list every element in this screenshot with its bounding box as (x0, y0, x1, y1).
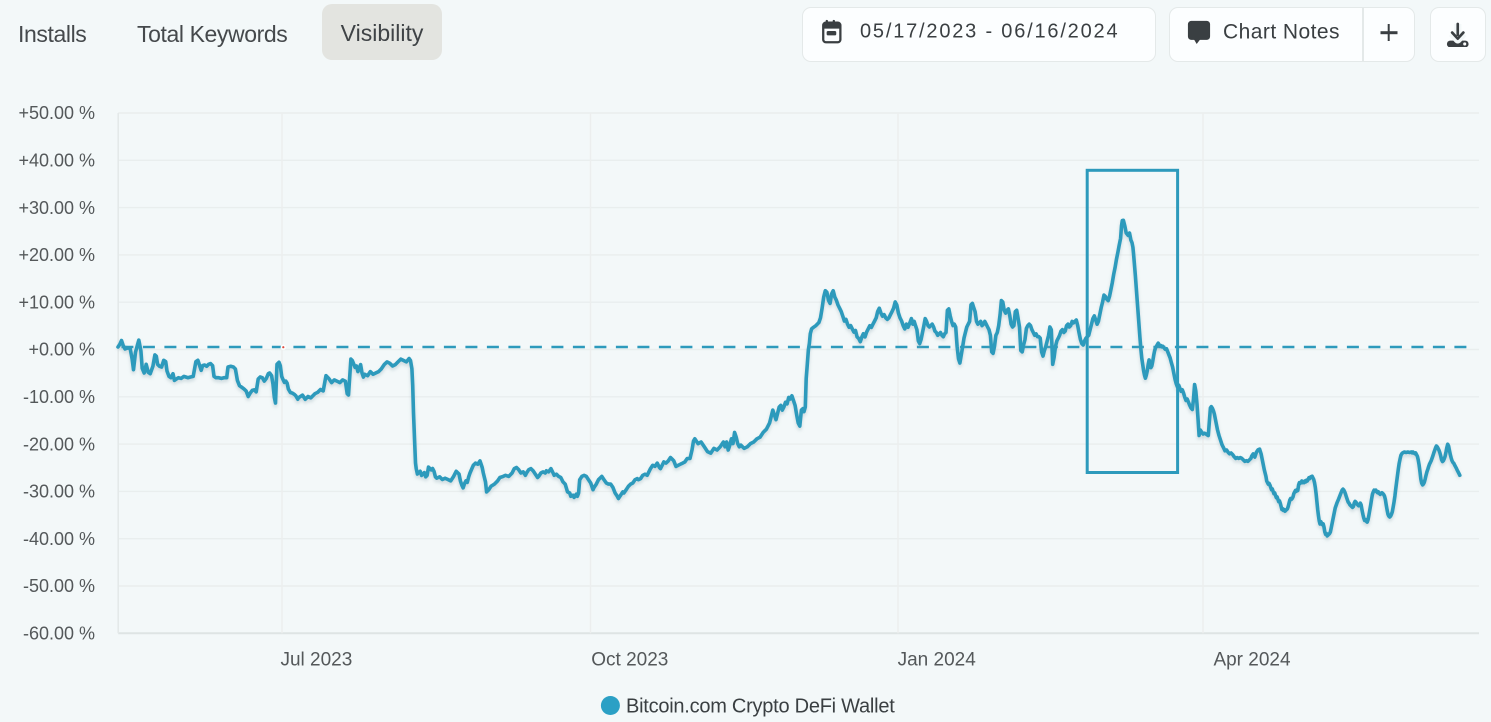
svg-text:+10.00 %: +10.00 % (18, 292, 95, 312)
svg-text:+30.00 %: +30.00 % (18, 198, 95, 218)
svg-text:-20.00 %: -20.00 % (23, 434, 95, 454)
svg-text:Jul 2023: Jul 2023 (280, 650, 352, 671)
svg-text:Oct 2023: Oct 2023 (591, 650, 668, 671)
svg-text:Bitcoin.com Crypto DeFi Wallet: Bitcoin.com Crypto DeFi Wallet (626, 696, 895, 718)
svg-text:Jan 2024: Jan 2024 (898, 650, 977, 671)
svg-text:-60.00 %: -60.00 % (23, 624, 95, 644)
svg-text:-50.00 %: -50.00 % (23, 576, 95, 596)
svg-text:+20.00 %: +20.00 % (18, 245, 95, 265)
svg-text:-10.00 %: -10.00 % (23, 387, 95, 407)
svg-text:+0.00 %: +0.00 % (28, 340, 95, 360)
svg-text:-30.00 %: -30.00 % (23, 482, 95, 502)
svg-text:-40.00 %: -40.00 % (23, 529, 95, 549)
svg-text:+50.00 %: +50.00 % (18, 103, 95, 123)
svg-text:Apr 2024: Apr 2024 (1213, 650, 1291, 671)
svg-text:+40.00 %: +40.00 % (18, 151, 95, 171)
